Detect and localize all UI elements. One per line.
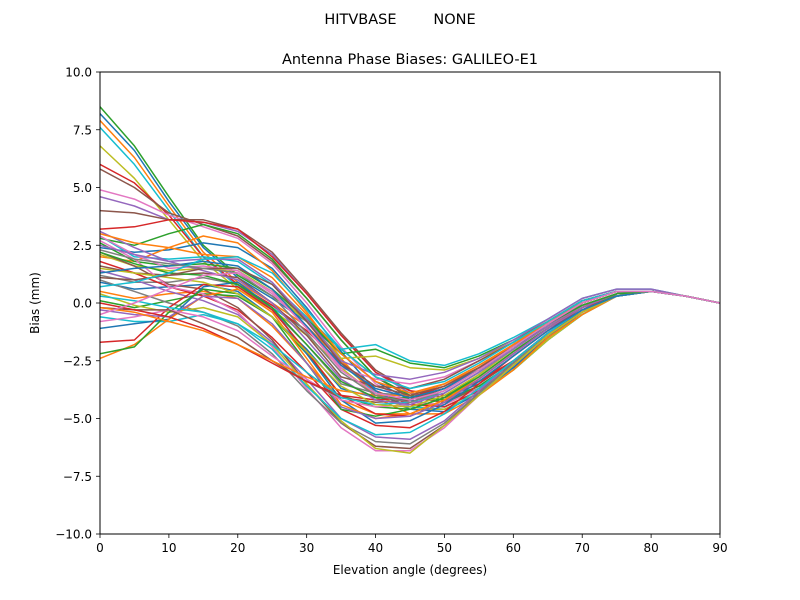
x-tick-label: 10 — [161, 541, 176, 555]
series-line-32 — [100, 281, 720, 424]
y-tick-label: 2.5 — [73, 239, 92, 253]
x-tick-label: 30 — [299, 541, 314, 555]
y-tick-label: 10.0 — [65, 66, 92, 80]
y-axis: 10.0 7.5 5.0 2.5 0.0 −2.5 −5.0 −7.5 −10.0 — [55, 66, 100, 542]
x-tick-label: 60 — [506, 541, 521, 555]
x-tick-label: 70 — [575, 541, 590, 555]
y-tick-label: −2.5 — [63, 354, 92, 368]
x-tick-label: 90 — [712, 541, 727, 555]
x-tick-label: 20 — [230, 541, 245, 555]
plot-area — [100, 106, 720, 454]
x-axis: 0 10 20 30 40 50 60 70 80 90 — [96, 534, 728, 555]
series-lines — [100, 106, 720, 454]
figure-suptitle: HITVBASE NONE — [324, 12, 475, 28]
y-tick-label: 7.5 — [73, 123, 92, 137]
y-axis-label: Bias (mm) — [28, 272, 42, 334]
y-tick-label: −10.0 — [55, 528, 92, 542]
x-tick-label: 40 — [368, 541, 383, 555]
y-tick-label: 0.0 — [73, 297, 92, 311]
x-axis-label: Elevation angle (degrees) — [333, 563, 487, 577]
y-tick-label: 5.0 — [73, 181, 92, 195]
chart-title: Antenna Phase Biases: GALILEO-E1 — [282, 52, 538, 68]
x-tick-label: 50 — [437, 541, 452, 555]
x-tick-label: 0 — [96, 541, 104, 555]
x-tick-label: 80 — [643, 541, 658, 555]
y-tick-label: −7.5 — [63, 470, 92, 484]
y-tick-label: −5.0 — [63, 412, 92, 426]
series-line-50 — [100, 272, 720, 401]
